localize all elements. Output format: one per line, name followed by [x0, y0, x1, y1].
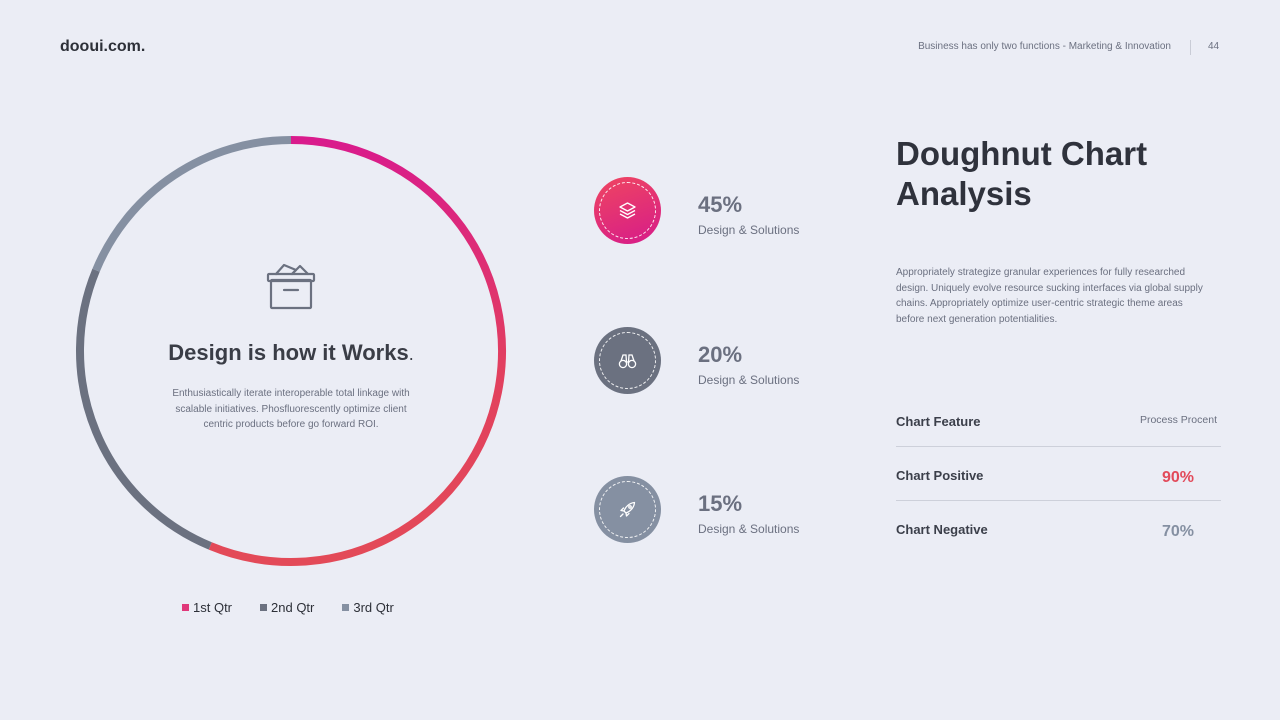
legend-label: 2nd Qtr — [271, 600, 315, 615]
table-divider — [896, 500, 1221, 501]
stat-value-3: 15% — [698, 491, 743, 516]
legend-item-3: 3rd Qtr — [342, 600, 394, 615]
stat-label-2: Design & Solutions — [698, 373, 800, 387]
table-row-value-negative: 70% — [1162, 523, 1195, 540]
table-header-procent: Process Procent — [1139, 414, 1217, 426]
table-divider — [896, 446, 1221, 447]
table-row-label-negative: Chart Negative — [896, 522, 988, 537]
legend-item-2: 2nd Qtr — [260, 600, 314, 615]
stat-circle-3 — [594, 476, 661, 543]
header-tagline: Business has only two functions - Market… — [918, 41, 1171, 52]
archive-box-icon — [266, 263, 316, 310]
layers-icon — [619, 202, 636, 219]
legend-label: 3rd Qtr — [353, 600, 394, 615]
stat-value-2: 20% — [698, 342, 743, 367]
stat-value-1: 45% — [698, 192, 743, 217]
chart-legend: 1st Qtr 2nd Qtr 3rd Qtr — [182, 600, 394, 615]
legend-swatch — [260, 604, 268, 611]
table-row-value-positive: 90% — [1162, 469, 1195, 486]
legend-swatch — [342, 604, 350, 611]
legend-swatch — [182, 604, 189, 611]
legend-label: 1st Qtr — [193, 600, 233, 615]
doughnut-chart — [76, 136, 506, 566]
binoculars-icon — [618, 354, 637, 369]
header-divider — [1190, 40, 1191, 55]
stat-circle-1 — [594, 177, 661, 244]
table-header-feature: Chart Feature — [896, 414, 981, 429]
table-row-label-positive: Chart Positive — [896, 468, 984, 483]
center-description: Enthusiastically iterate interoperable t… — [172, 388, 410, 430]
doughnut-segment-3 — [92, 136, 292, 272]
stat-label-3: Design & Solutions — [698, 522, 800, 536]
doughnut-segment-1 — [208, 136, 506, 566]
panel-title: Doughnut Chart Analysis — [896, 135, 1148, 212]
stat-circle-2 — [594, 327, 661, 394]
panel-description: Appropriately strategize granular experi… — [896, 267, 1203, 325]
stat-label-1: Design & Solutions — [698, 223, 800, 237]
page-number: 44 — [1208, 41, 1220, 52]
doughnut-segment-2 — [76, 268, 212, 550]
legend-item-1: 1st Qtr — [182, 600, 232, 615]
rocket-icon — [619, 501, 636, 518]
center-title: Design is how it Works. — [168, 340, 414, 365]
brand-logo-text: dooui.com. — [60, 38, 146, 55]
